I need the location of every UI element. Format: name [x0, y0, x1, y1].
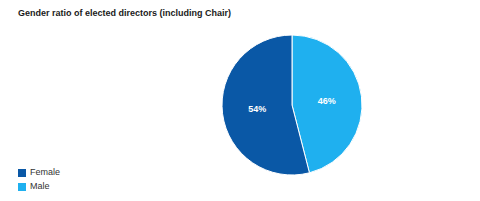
svg-text:54%: 54% [248, 104, 266, 114]
html-text:Gender ratio of elected direct: Gender ratio of elected directors (inclu… [18, 8, 231, 18]
html-text:Male: Male [30, 181, 50, 191]
html-text:Female: Female [30, 167, 60, 177]
svg-text:46%: 46% [318, 96, 336, 106]
